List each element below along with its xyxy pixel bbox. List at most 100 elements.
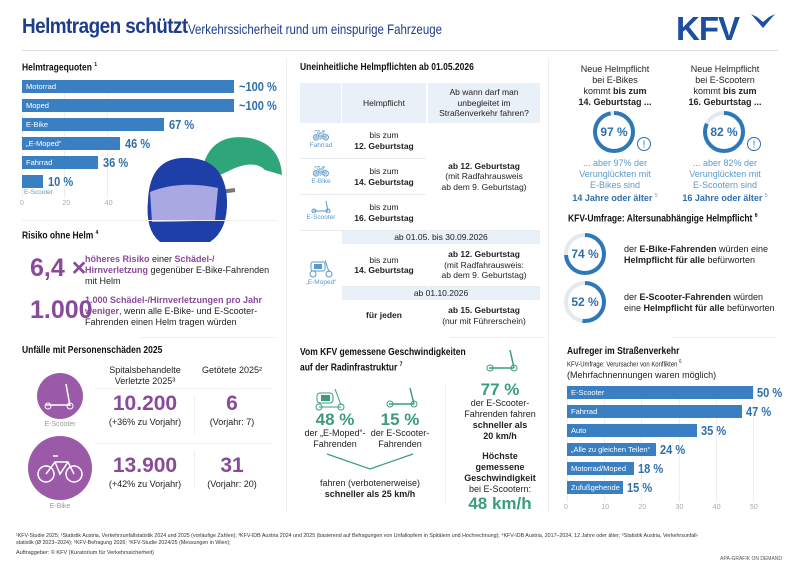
helmet-duty-table: Helmpflicht Ab wann darf man unbegleitet…	[300, 83, 540, 331]
ring-97	[593, 111, 635, 153]
injuries-avoided-text: 1.000 Schädel-/Hirnverletzungen pro Jahr…	[85, 295, 263, 327]
bicycle-helmet-icon	[202, 137, 282, 175]
divider	[450, 337, 545, 338]
tick-label: 10	[601, 504, 609, 511]
warning-icon: !	[747, 137, 761, 151]
header-unaccompanied: Ab wann darf man unbegleitet im Straßenv…	[439, 87, 529, 119]
bar-auto: Auto	[567, 424, 698, 437]
tick-label: 40	[104, 200, 113, 207]
bar-value: 46 %	[124, 136, 150, 151]
merged-cell: ab 12. Geburtstag (mit Radfahrausweis ab d…	[428, 123, 540, 231]
e-bike-pct: 97 %	[600, 125, 628, 139]
e-moped-icon	[309, 259, 333, 278]
kfv-logo: KFV	[676, 12, 776, 46]
bar-value: 35 %	[701, 423, 727, 438]
table-row: bis zum 14. Geburtstag	[342, 244, 426, 287]
e-bike-injured: 13.900	[112, 454, 178, 477]
bar-motorradmoped: Motorrad/Moped	[567, 462, 634, 475]
speed-title: Vom KFV gemessene Geschwindigkeiten auf d…	[300, 347, 466, 374]
e-bike-label: E-Bike	[49, 503, 71, 510]
bar-fahrrad: Fahrrad	[22, 156, 99, 169]
divider	[672, 337, 777, 338]
period-band-2: ab 01.10.2026	[342, 287, 540, 300]
e-scooter-injured-change: (+36% zu Vorjahr)	[108, 417, 182, 427]
annoy-remark: (Mehrfachnennungen waren möglich)	[567, 370, 717, 380]
ring-74	[564, 233, 606, 275]
divider	[194, 396, 195, 434]
ring-arc	[564, 281, 606, 323]
bar-value: 50 %	[757, 385, 783, 400]
graphic-credit: APA-GRAFIK ON DEMAND	[720, 556, 782, 562]
divider	[96, 443, 272, 444]
divider	[194, 450, 195, 488]
warning-icon: !	[637, 137, 651, 151]
table-row: bis zum 16. Geburtstag	[342, 195, 426, 231]
e-moped-icon-cell: „E-Moped“	[300, 244, 342, 300]
bar-label: E-Scooter	[24, 189, 53, 196]
e-scooter-killed-prev: (Vorjahr: 7)	[209, 417, 255, 427]
e-moped-icon	[315, 388, 345, 411]
max-speed-text: Höchste gemessene Geschwindigkeit bei E-Sco…	[464, 451, 536, 494]
e-scooter-icon	[386, 388, 418, 408]
e-bike-killed-prev: (Vorjahr: 20)	[207, 479, 257, 489]
ring-82	[703, 111, 745, 153]
e-bike-icon: 🚲︎	[312, 163, 330, 179]
bar-value: 18 %	[637, 461, 664, 476]
bar-value: 15 %	[626, 480, 652, 495]
survey-e-scooter-pct: 52 %	[571, 295, 599, 309]
ring-arc	[703, 111, 745, 153]
bar-escooter	[22, 175, 44, 188]
tick-label: 0	[20, 200, 24, 207]
injuries-avoided: 1.000	[30, 296, 93, 324]
scooter-speed-text: der E-Scooter- Fahrenden	[370, 428, 430, 449]
eagle-icon	[751, 14, 775, 28]
gridline	[753, 386, 754, 502]
tick-label: 0	[564, 504, 568, 511]
bar-value: ~100 %	[239, 98, 277, 113]
e-bike-icon-cell: 🚲︎ E-Bike	[300, 159, 342, 195]
accidents-title: Unfälle mit Personenschäden 2025	[22, 345, 163, 356]
bar-ebike: E-Bike	[22, 118, 165, 131]
injured-header: Spitalsbehandelte Verletzte 2025³	[109, 365, 181, 386]
tick-label: 20	[62, 200, 71, 207]
risk-factor: 6,4 ×	[30, 254, 87, 282]
period-band-1: ab 01.05. bis 30.09.2026	[342, 231, 540, 244]
survey-e-bike-text: der E-Bike-Fahrenden würden eine Helmpfli…	[624, 244, 769, 265]
bicycle-icon: 🚲︎	[312, 127, 330, 143]
annoy-subtitle: KFV-Umfrage: Verursacher von Konflikten …	[567, 359, 682, 369]
helmet-duty-table-title: Uneinheitliche Helmpflichten ab 01.05.20…	[300, 62, 474, 73]
footnotes: ¹KFV-Studie 2025; ²Statistik Austria, Ve…	[16, 533, 699, 546]
survey-title: KFV-Umfrage: Altersunabhängige Helmpflic…	[568, 213, 758, 225]
divider	[22, 220, 277, 221]
column-divider-1	[286, 58, 287, 513]
e-scooter-killed: 6	[226, 392, 238, 415]
annoy-chart: 0 10 20 30 40 50 E-Scooter 50 % Fahrrad 47 % Auto 3…	[564, 385, 787, 516]
bar-value: ~100 %	[239, 79, 277, 94]
helmet-rates-title: Helmtragequoten 1	[22, 62, 98, 74]
scooter-20-text: der E-Scooter- Fahrenden fahren schneller …	[464, 398, 536, 441]
gridline	[678, 386, 680, 502]
ring-arc	[564, 233, 606, 275]
tick-label: 40	[712, 504, 721, 511]
bar-zufugehende: Zufußgehende	[567, 481, 623, 494]
survey-e-bike-pct: 74 %	[571, 247, 599, 261]
tick-label: 20	[638, 504, 647, 511]
header-divider	[22, 50, 778, 51]
bar-value: 10 %	[48, 174, 74, 189]
helmet-rates-chart: 0 20 40 Motorrad ~100 % Moped ~100 % E-Bike 67 %…	[20, 79, 282, 210]
scooter-speed-pct: 15 %	[380, 410, 420, 429]
moped-speed-pct: 48 %	[315, 410, 355, 429]
risk-factor-text: höheres Risiko einer Schädel-/ Hirnverle…	[85, 254, 270, 286]
table-row: bis zum 14. Geburtstag	[342, 159, 426, 195]
max-speed-value: 48 km/h	[468, 494, 532, 513]
risk-title: Risiko ohne Helm 4	[22, 230, 99, 242]
e-bike-killed: 31	[220, 454, 244, 477]
e-scooter-icon-cell: E-Scooter	[300, 195, 342, 231]
e-bike-injured-change: (+42% zu Vorjahr)	[108, 479, 182, 489]
svg-text:!: !	[643, 140, 646, 151]
ring-arc	[593, 111, 635, 153]
e-scooter-pct: 82 %	[710, 125, 738, 139]
divider	[445, 385, 446, 503]
e-scooter-icon	[311, 201, 331, 214]
new-duty-e-bike: Neue Helmpflicht bei E-Bikes kommt bis zum…	[578, 64, 652, 107]
